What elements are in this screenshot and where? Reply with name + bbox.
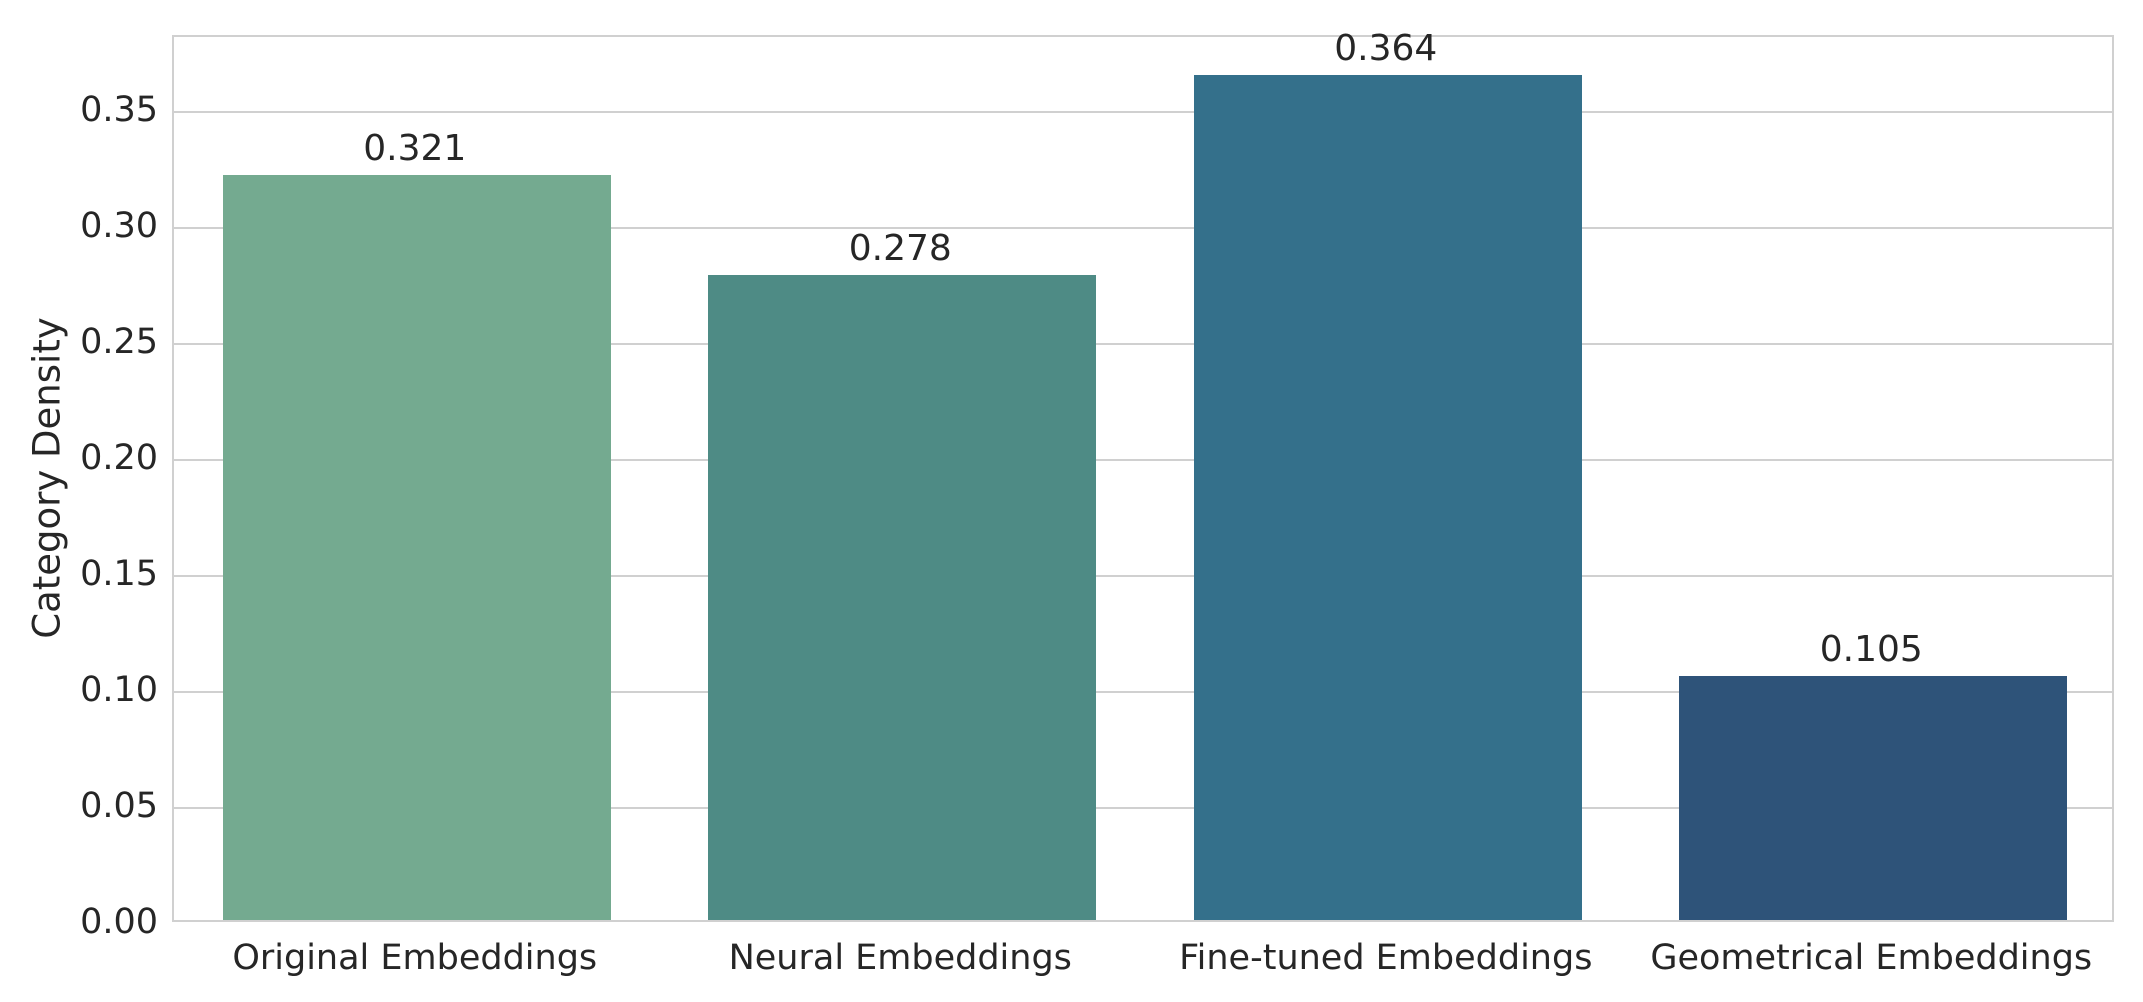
y-tick-label: 0.15 [80,553,158,594]
y-tick-label: 0.20 [80,437,158,478]
bar-value-label: 0.105 [1819,629,1923,671]
x-tick-label: Original Embeddings [232,938,598,978]
gridline [174,806,2112,809]
gridline [174,226,2112,229]
bar-value-label: 0.364 [1334,28,1438,70]
plot-area [172,35,2114,922]
bar-4 [1679,676,2068,920]
gridline [174,574,2112,577]
y-tick-label: 0.35 [80,89,158,130]
bar-1 [222,175,611,920]
y-tick-label: 0.25 [80,321,158,362]
gridline [174,110,2112,113]
gridline [174,690,2112,693]
x-tick-label: Fine-tuned Embeddings [1179,938,1593,978]
x-tick-label: Neural Embeddings [728,938,1072,978]
gridline [174,458,2112,461]
y-tick-label: 0.00 [80,902,158,942]
gridline [174,342,2112,345]
x-tick-label: Geometrical Embeddings [1650,938,2093,978]
y-tick-label: 0.10 [80,669,158,710]
bar-value-label: 0.321 [363,128,467,170]
bar-3 [1193,75,1582,920]
y-tick-label: 0.30 [80,205,158,246]
y-tick-label: 0.05 [80,785,158,826]
bar-value-label: 0.278 [848,227,952,269]
bar-2 [708,274,1097,920]
